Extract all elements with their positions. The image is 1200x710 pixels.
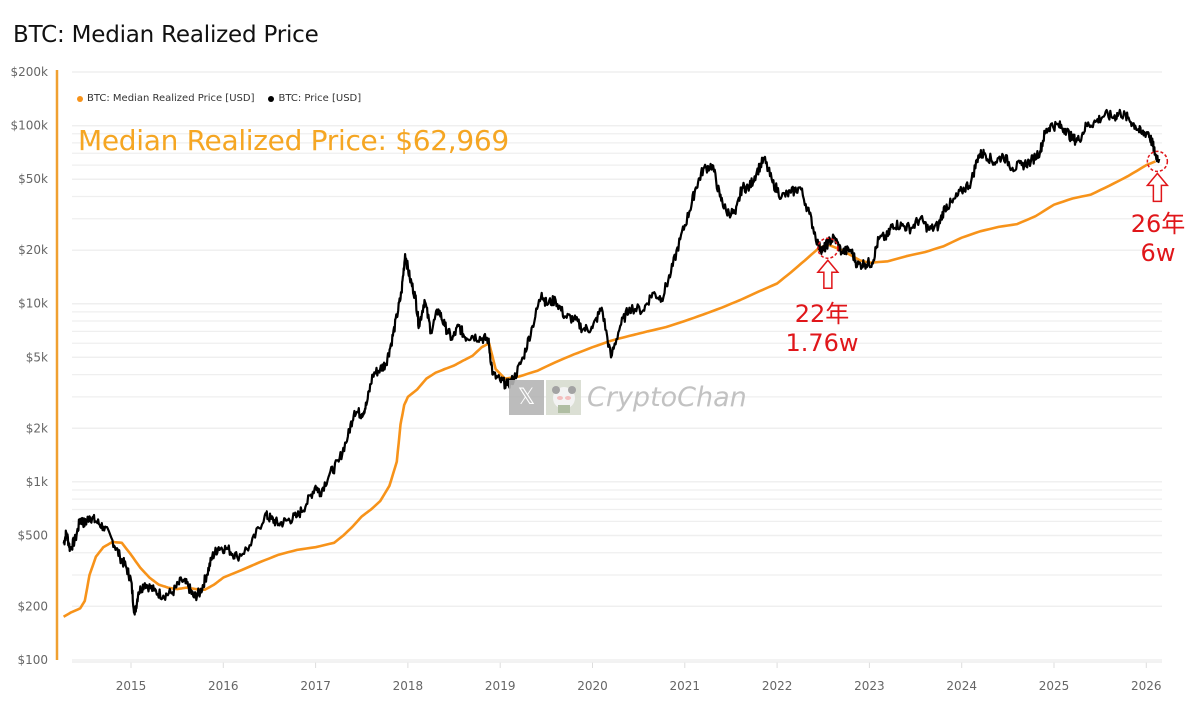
- y-tick-label: $10k: [18, 297, 48, 311]
- legend-label: BTC: Price [USD]: [278, 93, 362, 104]
- x-tick-label: 2022: [762, 679, 793, 693]
- watermark: 𝕏 CryptoChan: [509, 380, 747, 415]
- y-tick-label: $200: [17, 599, 48, 613]
- series-btc-price: [62, 108, 1161, 616]
- annotation-circle: [1146, 150, 1169, 173]
- y-tick-label: $20k: [18, 243, 48, 257]
- y-tick-label: $100k: [11, 119, 49, 133]
- legend-dot-black: [268, 95, 275, 102]
- watermark-text: CryptoChan: [587, 382, 747, 413]
- y-tick-label: $500: [17, 528, 48, 542]
- x-tick-label: 2018: [393, 679, 424, 693]
- legend-item-median-realized[interactable]: BTC: Median Realized Price [USD]: [77, 93, 254, 104]
- annotation-year: 22年: [794, 300, 850, 328]
- arrow-up-icon: [816, 259, 840, 289]
- legend: BTC: Median Realized Price [USD] BTC: Pr…: [77, 93, 361, 104]
- y-tick-label: $5k: [26, 350, 48, 364]
- panda-avatar-icon: [546, 380, 581, 415]
- x-tick-label: 2023: [854, 679, 885, 693]
- x-tick-label: 2016: [208, 679, 239, 693]
- annotation-2026: 26年 6w: [1118, 210, 1198, 268]
- y-tick-label: $200k: [11, 65, 49, 79]
- legend-dot-orange: [77, 95, 83, 102]
- x-tick-label: 2017: [300, 679, 331, 693]
- x-tick-label: 2019: [485, 679, 516, 693]
- x-tick-label: 2015: [116, 679, 147, 693]
- y-tick-label: $50k: [18, 172, 48, 186]
- x-tick-label: 2020: [577, 679, 608, 693]
- y-tick-label: $2k: [26, 421, 48, 435]
- x-tick-label: 2024: [946, 679, 977, 693]
- annotation-value: 6w: [1140, 239, 1176, 267]
- chart-title: BTC: Median Realized Price: [13, 22, 319, 48]
- x-logo-icon: 𝕏: [509, 380, 544, 415]
- annotation-2022: 22年 1.76w: [777, 300, 867, 358]
- median-price-callout: Median Realized Price: $62,969: [78, 124, 509, 157]
- annotation-layer: [816, 150, 1169, 289]
- y-tick-label: $1k: [26, 475, 48, 489]
- x-tick-label: 2025: [1039, 679, 1070, 693]
- legend-label: BTC: Median Realized Price [USD]: [87, 93, 255, 104]
- annotation-circle: [817, 237, 839, 259]
- annotation-value: 1.76w: [785, 329, 859, 357]
- series-median-realized-price: [62, 160, 1156, 618]
- x-tick-label: 2026: [1131, 679, 1162, 693]
- x-tick-label: 2021: [670, 679, 701, 693]
- series-layer: [62, 108, 1161, 618]
- annotation-year: 26年: [1130, 210, 1186, 238]
- legend-item-price[interactable]: BTC: Price [USD]: [268, 93, 361, 104]
- arrow-up-icon: [1145, 172, 1169, 203]
- y-axis-ticks: $100 $200 $500 $1k $2k $5k $10k $20k $50k $100k $2…: [11, 65, 49, 667]
- y-tick-label: $100: [17, 653, 48, 667]
- x-axis-ticks: 2015 2016 2017 2018 2019 2020 2021 2022 2023 2024…: [116, 662, 1162, 693]
